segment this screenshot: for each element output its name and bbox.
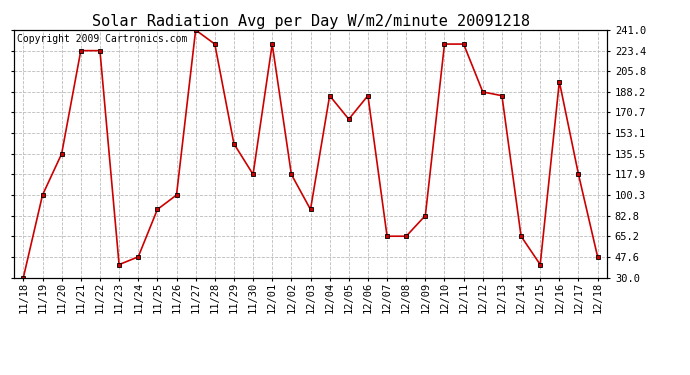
Text: Copyright 2009 Cartronics.com: Copyright 2009 Cartronics.com — [17, 34, 187, 44]
Title: Solar Radiation Avg per Day W/m2/minute 20091218: Solar Radiation Avg per Day W/m2/minute … — [92, 14, 529, 29]
